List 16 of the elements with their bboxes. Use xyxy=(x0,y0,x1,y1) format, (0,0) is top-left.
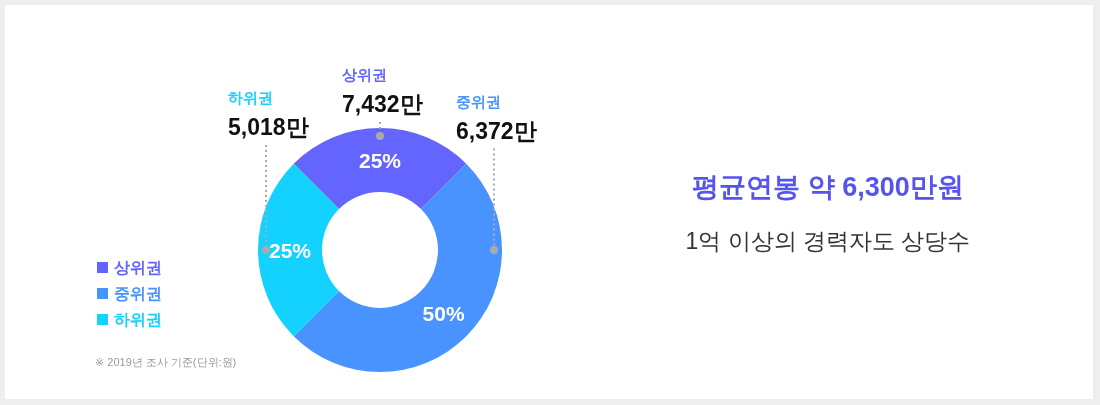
data-label: 25% xyxy=(268,238,312,262)
legend-label: 상위권 xyxy=(114,259,162,276)
legend-label: 중위권 xyxy=(114,285,162,302)
category-label: 중위권 xyxy=(456,92,501,110)
slice-label: 하위권 xyxy=(228,89,273,107)
legend-label: 하위권 xyxy=(114,311,162,328)
data-label: 50% xyxy=(422,302,465,326)
slice-label: 상위권 xyxy=(342,66,387,83)
text: 7,432만 xyxy=(342,91,423,117)
text: 5,018만 xyxy=(228,114,309,141)
text: 1억 이상의 경력자도 상당수 xyxy=(685,228,971,254)
donut-slice xyxy=(258,163,339,337)
text: 평균연봉 약 6,300만원 xyxy=(692,172,964,202)
text: 6,372만 xyxy=(456,117,537,144)
data-label: 25% xyxy=(358,148,402,172)
text: ※ 2019년 조사 기준(단위:원) xyxy=(95,356,237,368)
